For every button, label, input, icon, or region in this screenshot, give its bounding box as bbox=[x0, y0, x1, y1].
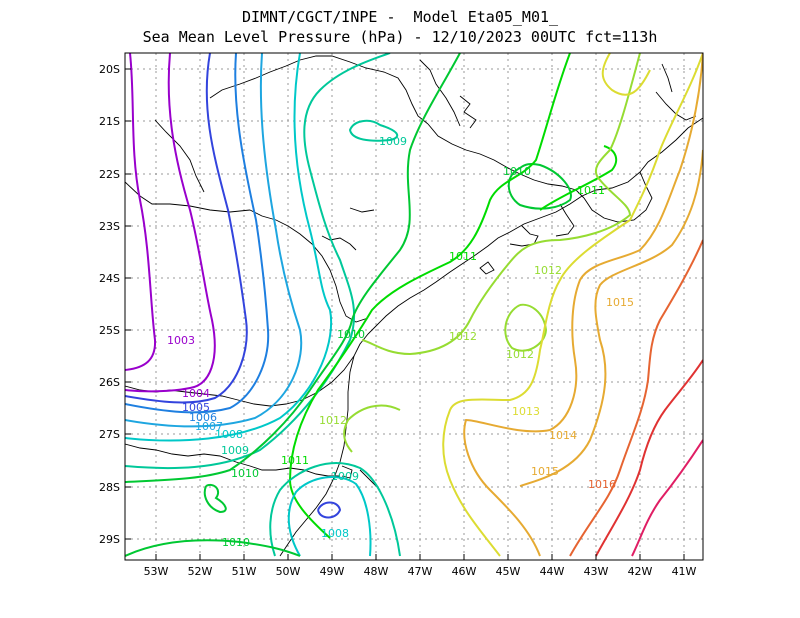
contour-label: 1007 bbox=[195, 420, 223, 433]
lon-label: 50W bbox=[276, 565, 301, 578]
lat-label: 29S bbox=[99, 533, 120, 546]
contour-label: 1016 bbox=[588, 478, 616, 491]
contour-label: 1011 bbox=[577, 184, 605, 197]
contour-label: 1010 bbox=[337, 328, 365, 341]
lat-labels: 20S 21S 22S 23S 24S 25S 26S 27S 28S 29S bbox=[99, 63, 120, 546]
contour-label: 1010 bbox=[231, 467, 259, 480]
contour-label: 1012 bbox=[534, 264, 562, 277]
lat-label: 21S bbox=[99, 115, 120, 128]
lon-label: 53W bbox=[144, 565, 169, 578]
lat-label: 22S bbox=[99, 168, 120, 181]
contour-label: 1010 bbox=[503, 165, 531, 178]
contour-label: 1011 bbox=[449, 250, 477, 263]
lon-label: 44W bbox=[540, 565, 565, 578]
lon-label: 47W bbox=[408, 565, 433, 578]
lon-label: 49W bbox=[320, 565, 345, 578]
map-frame bbox=[124, 52, 704, 561]
lat-label: 20S bbox=[99, 63, 120, 76]
lon-label: 52W bbox=[188, 565, 213, 578]
contour-label: 1008 bbox=[215, 428, 243, 441]
contour-label: 1009 bbox=[379, 135, 407, 148]
lat-label: 28S bbox=[99, 481, 120, 494]
contour-label: 1005 bbox=[182, 401, 210, 414]
contour-label: 1010 bbox=[222, 536, 250, 549]
contour-label: 1011 bbox=[281, 454, 309, 467]
contour-label: 1014 bbox=[549, 429, 577, 442]
lon-label: 51W bbox=[232, 565, 257, 578]
contour-labels: 1003 1004 1005 1006 1007 1008 1008 1009 … bbox=[167, 135, 634, 549]
contour-label: 1004 bbox=[182, 387, 210, 400]
map-title-line2: Sea Mean Level Pressure (hPa) - 12/10/20… bbox=[142, 28, 658, 46]
contour-label: 1003 bbox=[167, 334, 195, 347]
lat-label: 23S bbox=[99, 220, 120, 233]
lon-labels: 53W 52W 51W 50W 49W 48W 47W 46W 45W 44W … bbox=[144, 565, 697, 578]
contour-label: 1015 bbox=[606, 296, 634, 309]
contour-label: 1006 bbox=[189, 411, 217, 424]
lat-label: 24S bbox=[99, 272, 120, 285]
contour-label: 1012 bbox=[506, 348, 534, 361]
contour-label: 1012 bbox=[449, 330, 477, 343]
contour-label: 1009 bbox=[331, 470, 359, 483]
pressure-contours bbox=[125, 53, 703, 557]
lon-label: 41W bbox=[672, 565, 697, 578]
contour-label: 1015 bbox=[531, 465, 559, 478]
lat-label: 26S bbox=[99, 376, 120, 389]
lat-tick-marks bbox=[125, 68, 131, 540]
lon-label: 46W bbox=[452, 565, 477, 578]
coastline-and-borders bbox=[125, 55, 703, 557]
lon-label: 48W bbox=[364, 565, 389, 578]
lon-label: 43W bbox=[584, 565, 609, 578]
contour-label: 1008 bbox=[321, 527, 349, 540]
map-title-line1: DIMNT/CGCT/INPE - Model Eta05_M01_ bbox=[241, 8, 559, 26]
lat-label: 25S bbox=[99, 324, 120, 337]
lon-label: 45W bbox=[496, 565, 521, 578]
contour-label: 1013 bbox=[512, 405, 540, 418]
lon-tick-marks bbox=[155, 554, 685, 560]
lat-label: 27S bbox=[99, 428, 120, 441]
contour-label: 1012 bbox=[319, 414, 347, 427]
contour-label: 1009 bbox=[221, 444, 249, 457]
lon-label: 42W bbox=[628, 565, 653, 578]
